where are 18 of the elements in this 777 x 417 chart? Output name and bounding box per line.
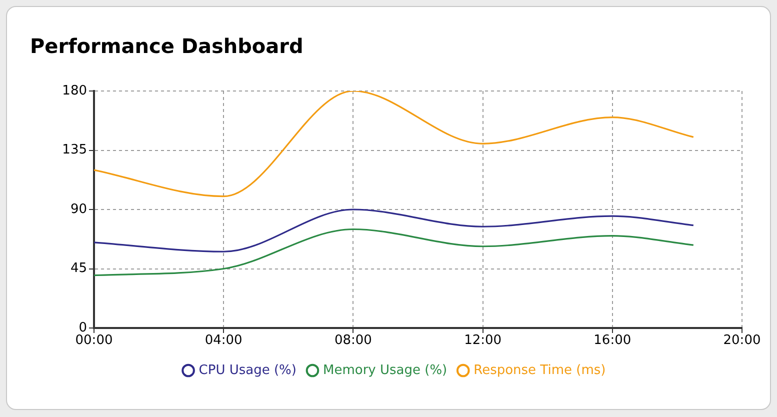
y-tick-label: 135 — [62, 142, 87, 158]
x-tick-label: 20:00 — [723, 333, 761, 348]
x-tick-label: 12:00 — [464, 333, 502, 348]
x-tick-label: 08:00 — [334, 333, 372, 348]
x-tick-label: 04:00 — [204, 333, 242, 348]
y-tick-label: 45 — [70, 261, 87, 276]
legend-label: Memory Usage (%) — [322, 362, 448, 378]
y-tick-label: 0 — [78, 320, 87, 336]
legend-label: CPU Usage (%) — [198, 362, 296, 378]
y-tick-label: 180 — [62, 83, 87, 98]
chart-title: Performance Dashboard — [30, 34, 304, 58]
line-series — [94, 228, 694, 276]
x-tick-label: 16:00 — [594, 333, 632, 348]
line-series — [94, 208, 694, 252]
y-tick-label: 90 — [70, 202, 87, 217]
line-series — [94, 91, 694, 198]
x-tick-label: 00:00 — [75, 333, 113, 348]
legend-label: Response Time (ms) — [474, 362, 606, 378]
